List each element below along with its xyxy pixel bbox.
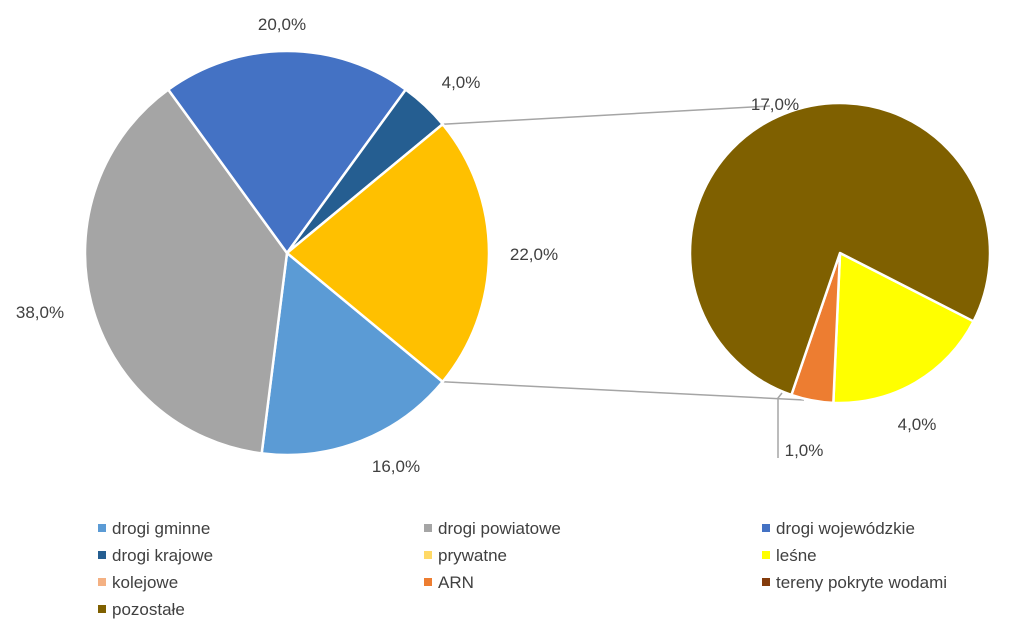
legend-item-drogi-gminne: drogi gminne: [98, 519, 210, 539]
data-label-other: 22,0%: [510, 245, 558, 264]
data-label-drogi-gminne: 16,0%: [372, 457, 420, 476]
legend-label: drogi powiatowe: [438, 519, 561, 538]
legend-label: drogi gminne: [112, 519, 211, 538]
legend-swatch: [424, 524, 432, 532]
arn-leader-line: [777, 392, 783, 458]
legend-item-tereny-pokryte-wodami: tereny pokryte wodami: [762, 573, 947, 593]
legend-label: pozostałe: [112, 600, 185, 619]
legend-item-lesne: leśne: [762, 546, 817, 566]
legend-label: leśne: [776, 546, 817, 565]
legend-swatch: [424, 551, 432, 559]
legend-swatch: [98, 524, 106, 532]
main-pie: [83, 49, 491, 457]
secondary-slice-lesne: [832, 251, 975, 405]
connector-lines: [442, 105, 805, 401]
legend-swatch: [98, 578, 106, 586]
main-slice-other-second-plot: [285, 122, 491, 384]
data-label-lesne: 4,0%: [898, 415, 937, 434]
connector-line-bottom: [442, 381, 805, 401]
legend-swatch: [762, 551, 770, 559]
main-slice-drogi-gminne: [260, 251, 444, 457]
legend-swatch: [98, 551, 106, 559]
secondary-slice-pozostale: [688, 101, 992, 397]
legend-label: drogi krajowe: [112, 546, 214, 565]
secondary-pie: [688, 101, 992, 405]
legend-label: drogi wojewódzkie: [776, 519, 915, 538]
data-labels: 16,0% 38,0% 20,0% 4,0% 22,0% 17,0% 4,0% …: [16, 15, 936, 476]
legend-item-drogi-powiatowe: drogi powiatowe: [424, 519, 561, 539]
main-slice-drogi-powiatowe: [83, 88, 289, 455]
legend-item-drogi-krajowe: drogi krajowe: [98, 546, 213, 566]
legend-item-drogi-wojewodzkie: drogi wojewódzkie: [762, 519, 915, 539]
data-label-drogi-powiatowe: 38,0%: [16, 303, 64, 322]
legend-item-kolejowe: kolejowe: [98, 573, 178, 593]
legend-swatch: [98, 605, 106, 613]
legend-swatch: [762, 524, 770, 532]
legend-swatch: [424, 578, 432, 586]
legend-label: prywatne: [438, 546, 507, 565]
connector-line-top: [442, 105, 771, 125]
legend-swatch: [762, 578, 770, 586]
data-label-drogi-krajowe: 4,0%: [442, 73, 481, 92]
main-slice-drogi-wojewodzkie: [167, 49, 407, 255]
legend-item-pozostale: pozostałe: [98, 600, 185, 620]
legend-item-prywatne: prywatne: [424, 546, 507, 566]
legend-label: kolejowe: [112, 573, 179, 592]
legend-label: ARN: [438, 573, 474, 592]
data-label-pozostale: 17,0%: [751, 95, 799, 114]
legend-item-arn: ARN: [424, 573, 474, 593]
data-label-drogi-wojewodzkie: 20,0%: [258, 15, 306, 34]
legend-label: tereny pokryte wodami: [776, 573, 948, 592]
data-label-arn: 1,0%: [785, 441, 824, 460]
